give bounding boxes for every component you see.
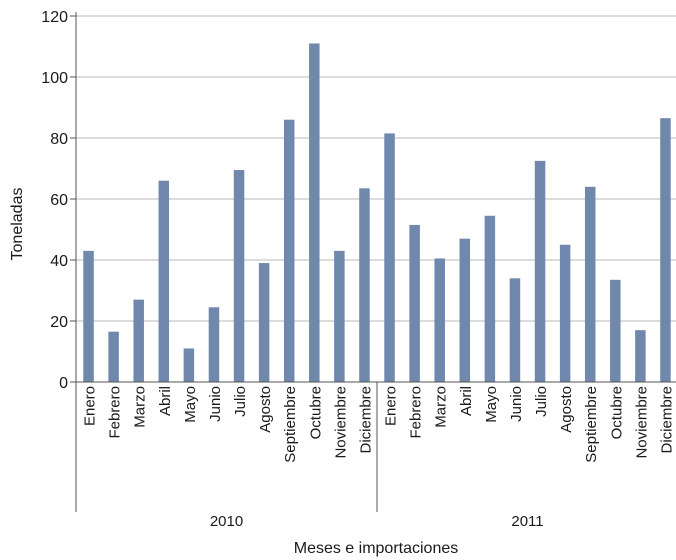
x-tick-label: Marzo [132,386,149,428]
x-tick-label: Febrero [408,386,425,439]
x-tick-label: Marzo [433,386,450,428]
x-tick-label: Diciembre [658,386,675,454]
x-tick-label: Diciembre [357,386,374,454]
bar [183,348,195,382]
bar [459,238,471,382]
bar [660,118,671,383]
x-tick-label: Mayo [483,386,500,423]
x-axis-label: Meses e importaciones [294,540,459,557]
bar [610,279,621,382]
x-tick-label: Noviembre [633,386,650,459]
bar [509,278,521,382]
y-tick-label: 0 [59,375,68,392]
x-tick-label: Abril [157,386,174,416]
x-tick-label: Enero [383,386,400,426]
x-tick-label: Septiembre [583,386,600,463]
bar [158,180,170,382]
y-tick-label: 40 [50,253,68,270]
group-label: 2011 [511,513,543,530]
x-tick-label: Octubre [307,386,324,439]
x-tick-label: Mayo [182,386,199,423]
y-tick-label: 20 [50,314,68,331]
bar [635,330,646,382]
bar [534,160,546,382]
bar [409,224,420,382]
y-axis: 0 20 40 60 80 100 120 [41,9,77,512]
y-tick-label: 100 [41,70,68,87]
x-tick-label: Junio [207,386,224,422]
x-tick-label: Julio [232,386,249,417]
x-tick-label: Julio [533,386,550,417]
bar [434,258,445,382]
y-axis-label: Toneladas [9,188,26,261]
group-label: 2010 [210,513,243,530]
bar [233,170,245,382]
x-tick-label: Octubre [608,386,625,439]
gridlines [76,15,676,322]
x-tick-label: Agosto [257,386,274,433]
bar [584,186,596,382]
x-tick-label: Agosto [558,386,575,433]
bar [484,215,496,382]
x-tick-label: Septiembre [282,386,299,463]
x-tick-label: Junio [508,386,525,422]
bar [334,250,345,382]
y-tick-label: 60 [50,192,68,209]
bar [258,263,270,382]
x-tick-label: Enero [82,386,99,426]
bar [559,244,571,382]
y-tick-label: 120 [41,9,68,26]
y-tick-label: 80 [50,131,68,148]
bar [108,331,119,382]
bars [83,43,671,383]
bar [133,299,144,382]
bar [283,119,295,382]
x-tick-label: Abril [458,386,475,416]
bar [208,307,220,382]
bar [309,43,320,382]
x-axis: Enero Febrero Marzo Abril Mayo Junio Julio Agos… [76,381,676,530]
bar [384,133,395,382]
x-tick-label: Noviembre [332,386,349,459]
bar [83,250,94,382]
bar [359,188,370,382]
x-tick-label: Febrero [107,386,124,439]
